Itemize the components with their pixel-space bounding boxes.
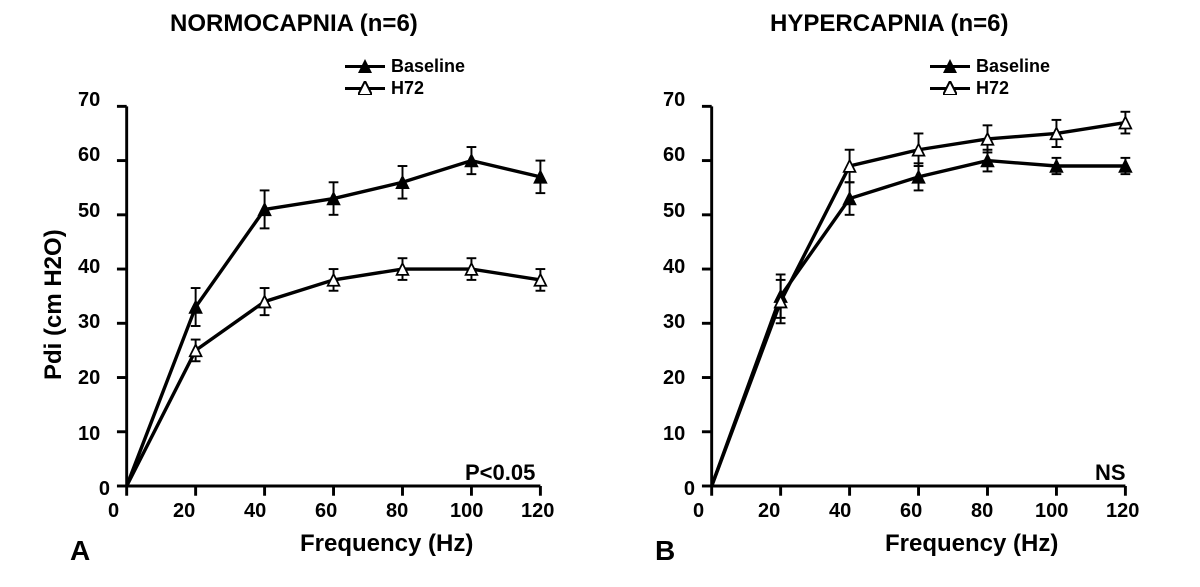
legend-line-h72-b <box>930 87 970 90</box>
panel-a-ytick-0: 0 <box>90 478 110 501</box>
panel-a-xtick-80: 80 <box>386 500 408 523</box>
panel-b-ytick-50: 50 <box>663 200 685 223</box>
legend-row-h72-b: H72 <box>930 77 1050 99</box>
panel-b-ytick-30: 30 <box>663 311 685 334</box>
legend-label-h72-b: H72 <box>976 78 1009 99</box>
panel-b-xtick-100: 100 <box>1035 500 1068 523</box>
panel-b-plot <box>700 100 1140 505</box>
legend-label-baseline-b: Baseline <box>976 56 1050 77</box>
panel-b-ytick-10: 10 <box>663 423 685 446</box>
panel-b: HYPERCAPNIA (n=6) 0 20 40 60 80 100 120 … <box>620 0 1200 587</box>
legend-line-baseline <box>345 65 385 68</box>
panel-a-stats: P<0.05 <box>465 460 535 486</box>
triangle-open-icon <box>943 81 957 95</box>
panel-b-ytick-60: 60 <box>663 144 685 167</box>
legend-row-baseline: Baseline <box>345 55 465 77</box>
panel-a-ytick-40: 40 <box>78 256 100 279</box>
legend-label-h72: H72 <box>391 78 424 99</box>
panel-a-legend: Baseline H72 <box>345 55 465 99</box>
legend-label-baseline: Baseline <box>391 56 465 77</box>
panel-b-xtick-80: 80 <box>971 500 993 523</box>
panel-a-ytick-30: 30 <box>78 311 100 334</box>
panel-a-xtick-40: 40 <box>244 500 266 523</box>
triangle-open-icon <box>358 81 372 95</box>
triangle-filled-icon <box>943 59 957 73</box>
legend-row-baseline-b: Baseline <box>930 55 1050 77</box>
panel-a-xtick-0: 0 <box>108 500 119 523</box>
panel-a-ytick-50: 50 <box>78 200 100 223</box>
triangle-filled-icon <box>358 59 372 73</box>
panel-b-ytick-0: 0 <box>675 478 695 501</box>
legend-line-baseline-b <box>930 65 970 68</box>
panel-a-title: NORMOCAPNIA (n=6) <box>170 10 418 38</box>
panel-a-ytick-70: 70 <box>78 89 100 112</box>
panel-b-x-label: Frequency (Hz) <box>885 530 1058 558</box>
panel-a: NORMOCAPNIA (n=6) Pdi (cm H2O) 0 20 40 6… <box>0 0 600 587</box>
panel-b-title: HYPERCAPNIA (n=6) <box>770 10 1008 38</box>
panel-a-xtick-120: 120 <box>521 500 554 523</box>
panel-b-xtick-0: 0 <box>693 500 704 523</box>
panel-a-xtick-20: 20 <box>173 500 195 523</box>
panel-a-xtick-100: 100 <box>450 500 483 523</box>
panel-a-x-label: Frequency (Hz) <box>300 530 473 558</box>
figure-root: NORMOCAPNIA (n=6) Pdi (cm H2O) 0 20 40 6… <box>0 0 1200 587</box>
panel-a-ytick-20: 20 <box>78 367 100 390</box>
panel-b-ytick-40: 40 <box>663 256 685 279</box>
panel-b-letter: B <box>655 535 675 567</box>
panel-b-xtick-20: 20 <box>758 500 780 523</box>
legend-row-h72: H72 <box>345 77 465 99</box>
panel-b-xtick-40: 40 <box>829 500 851 523</box>
panel-b-xtick-120: 120 <box>1106 500 1139 523</box>
panel-a-xtick-60: 60 <box>315 500 337 523</box>
panel-b-stats: NS <box>1095 460 1126 486</box>
panel-b-ytick-20: 20 <box>663 367 685 390</box>
legend-line-h72 <box>345 87 385 90</box>
panel-a-ytick-10: 10 <box>78 423 100 446</box>
panel-b-ytick-70: 70 <box>663 89 685 112</box>
panel-b-legend: Baseline H72 <box>930 55 1050 99</box>
panel-a-letter: A <box>70 535 90 567</box>
panel-a-plot <box>115 100 555 505</box>
panel-a-ytick-60: 60 <box>78 144 100 167</box>
panel-b-xtick-60: 60 <box>900 500 922 523</box>
panel-a-y-label: Pdi (cm H2O) <box>40 229 68 380</box>
